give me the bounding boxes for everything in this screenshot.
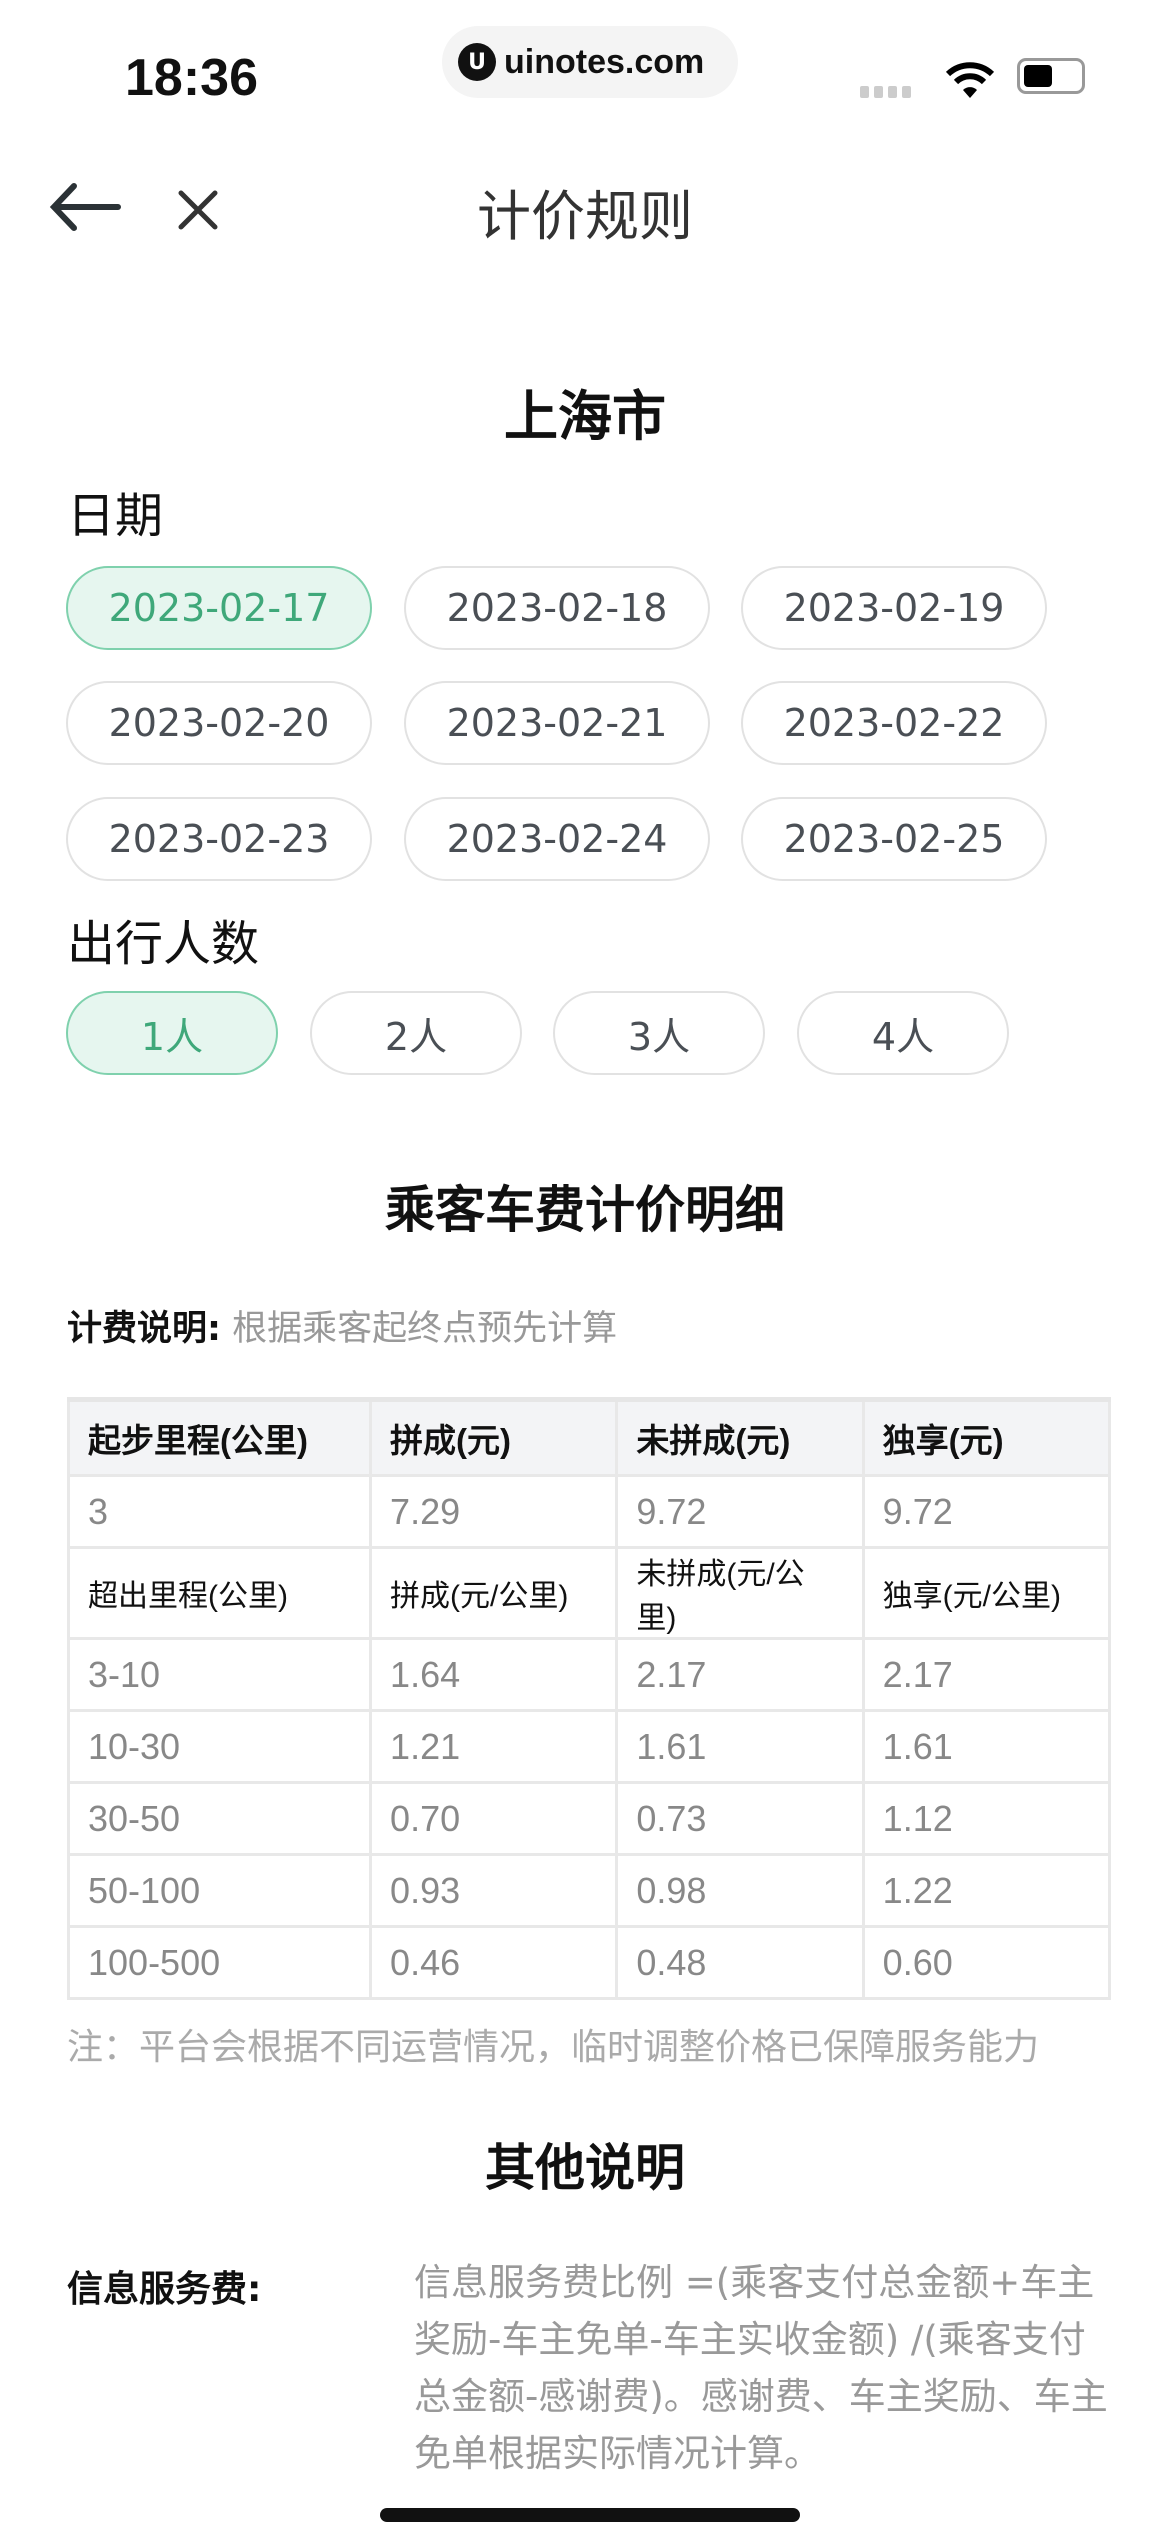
cellular-signal-icon [860,86,911,98]
table-header-row: 起步里程(公里) 拼成(元) 未拼成(元) 独享(元) [66,1398,1112,1477]
table-cell: 1.22 [861,1853,1112,1928]
table-cell: 拼成(元/公里) [369,1546,619,1640]
table-row: 100-500 0.46 0.48 0.60 [66,1925,1112,2000]
table-cell: 9.72 [861,1474,1112,1549]
table-cell: 1.21 [369,1709,619,1784]
other-title: 其他说明 [485,2139,685,2197]
table-cell: 独享(元/公里) [861,1546,1112,1640]
date-option[interactable]: 2023-02-18 [404,566,710,650]
table-cell: 1.64 [369,1637,619,1712]
table-cell: 0.93 [369,1853,619,1928]
table-cell: 2.17 [615,1637,865,1712]
fare-table: 起步里程(公里) 拼成(元) 未拼成(元) 独享(元) 3 7.29 9.72 9.72 超出里… [66,1397,1112,2000]
date-label: 日期 [67,488,164,544]
info-fee-label: 信息服务费: [67,2269,262,2310]
date-option[interactable]: 2023-02-22 [741,681,1047,765]
table-row: 30-50 0.70 0.73 1.12 [66,1781,1112,1856]
table-row: 3 7.29 9.72 9.72 [66,1474,1112,1549]
table-cell: 1.61 [615,1709,865,1784]
page-title: 计价规则 [477,185,693,248]
table-cell: 3-10 [66,1637,373,1712]
table-subheader-row: 超出里程(公里) 拼成(元/公里) 未拼成(元/公里) 独享(元/公里) [66,1546,1112,1640]
table-cell: 起步里程(公里) [66,1398,373,1477]
table-cell: 3 [66,1474,373,1549]
url-text: uinotes.com [504,42,705,81]
people-option[interactable]: 4人 [797,991,1009,1075]
table-cell: 0.73 [615,1781,865,1856]
table-cell: 超出里程(公里) [66,1546,373,1640]
fare-desc-label: 计费说明: [67,1309,221,1349]
table-cell: 30-50 [66,1781,373,1856]
table-row: 50-100 0.93 0.98 1.22 [66,1853,1112,1928]
table-cell: 9.72 [615,1474,865,1549]
table-cell: 0.48 [615,1925,865,2000]
table-cell: 0.98 [615,1853,865,1928]
fare-title: 乘客车费计价明细 [385,1181,785,1239]
table-row: 3-10 1.64 2.17 2.17 [66,1637,1112,1712]
battery-icon [1017,58,1085,94]
date-option[interactable]: 2023-02-25 [741,797,1047,881]
table-cell: 1.61 [861,1709,1112,1784]
date-option[interactable]: 2023-02-20 [66,681,372,765]
fare-desc-text: 根据乘客起终点预先计算 [232,1309,618,1349]
city-title: 上海市 [504,385,666,448]
date-option[interactable]: 2023-02-17 [66,566,372,650]
table-cell: 100-500 [66,1925,373,2000]
table-cell: 2.17 [861,1637,1112,1712]
uinotes-logo-icon: U [458,43,496,81]
people-option[interactable]: 2人 [310,991,522,1075]
table-row: 10-30 1.21 1.61 1.61 [66,1709,1112,1784]
fare-note: 注：平台会根据不同运营情况，临时调整价格已保障服务能力 [67,2027,1040,2068]
table-cell: 10-30 [66,1709,373,1784]
people-option[interactable]: 1人 [66,991,278,1075]
table-cell: 0.60 [861,1925,1112,2000]
date-option[interactable]: 2023-02-24 [404,797,710,881]
date-option[interactable]: 2023-02-21 [404,681,710,765]
table-cell: 0.46 [369,1925,619,2000]
info-fee-text: 信息服务费比例 =(乘客支付总金额+车主奖励-车主免单-车主实收金额) /(乘客… [414,2261,1108,2475]
date-option[interactable]: 2023-02-23 [66,797,372,881]
close-icon[interactable] [176,188,220,232]
table-cell: 未拼成(元/公里) [615,1546,865,1640]
table-cell: 50-100 [66,1853,373,1928]
table-cell: 未拼成(元) [615,1398,865,1477]
wifi-icon [945,62,995,98]
people-option[interactable]: 3人 [553,991,765,1075]
url-badge: U uinotes.com [442,26,738,98]
table-cell: 拼成(元) [369,1398,619,1477]
table-cell: 独享(元) [861,1398,1112,1477]
people-label: 出行人数 [67,916,260,972]
date-option[interactable]: 2023-02-19 [741,566,1047,650]
table-cell: 7.29 [369,1474,619,1549]
back-arrow-icon[interactable] [48,180,123,235]
table-cell: 0.70 [369,1781,619,1856]
table-cell: 1.12 [861,1781,1112,1856]
home-indicator[interactable] [380,2508,800,2522]
status-time: 18:36 [125,49,258,107]
